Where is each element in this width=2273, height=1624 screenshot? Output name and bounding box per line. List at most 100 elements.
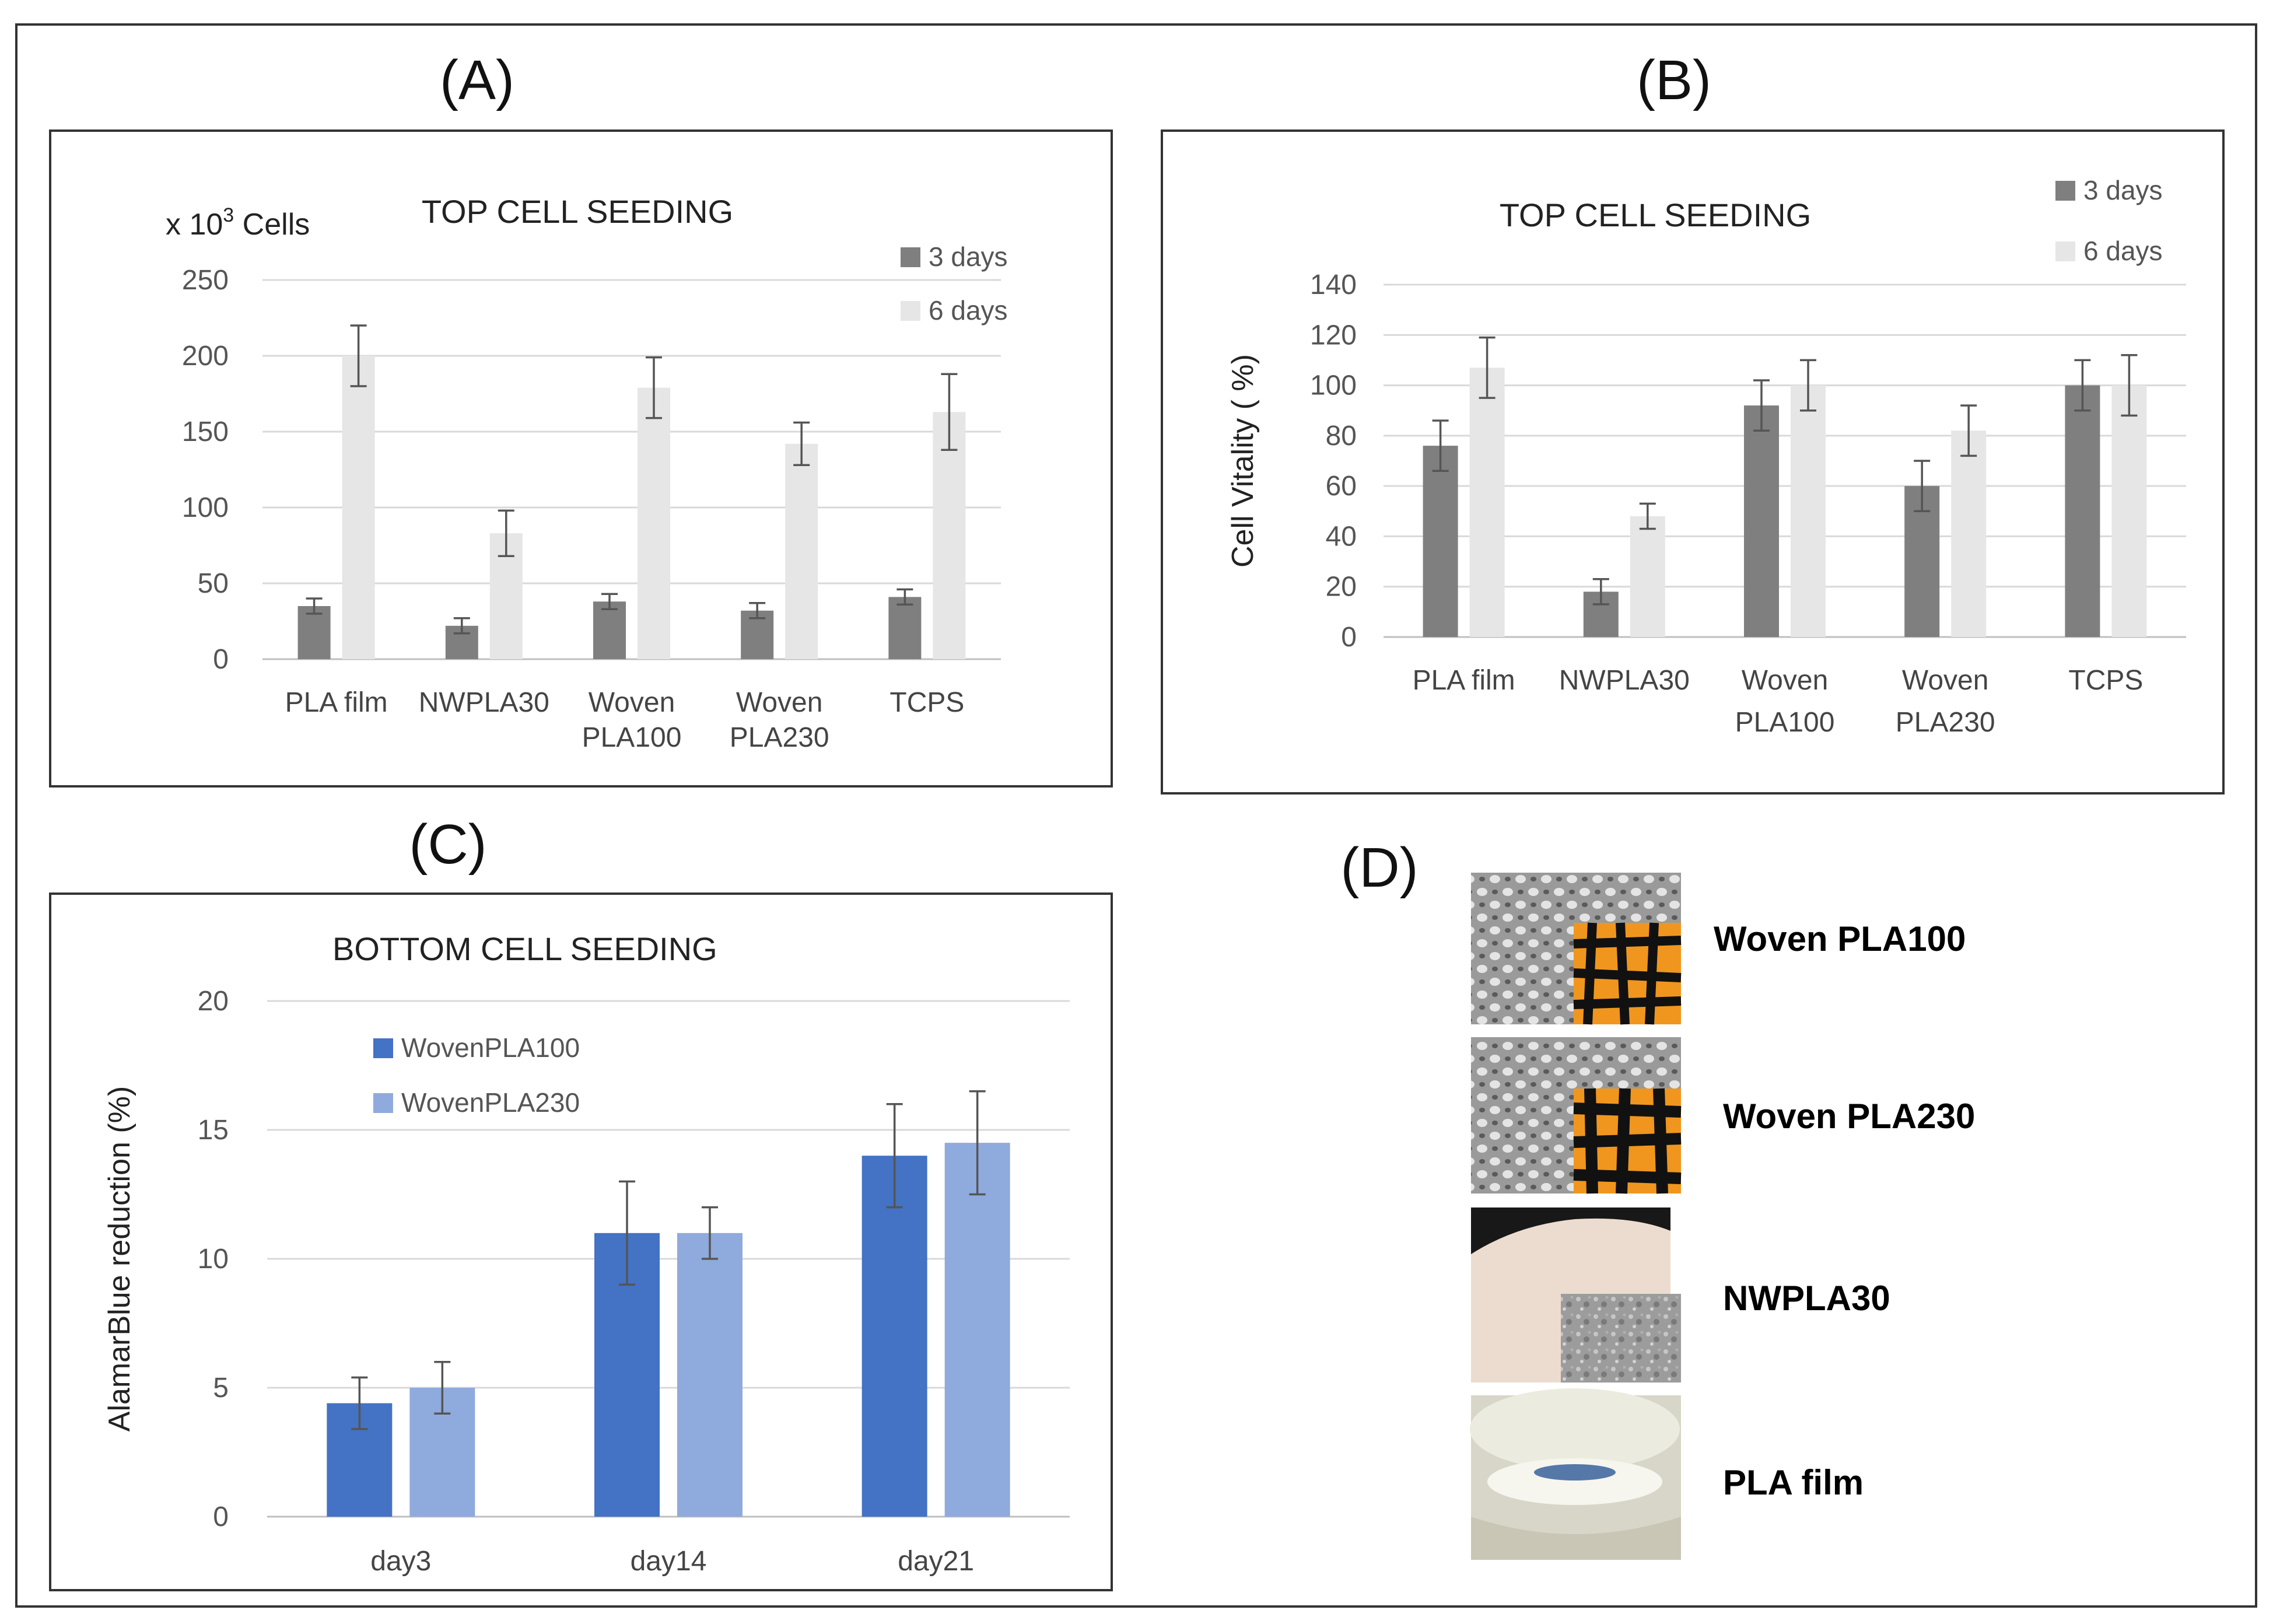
legend-swatch xyxy=(2055,181,2075,201)
error-bar xyxy=(646,356,662,419)
y-tick-label: 100 xyxy=(182,492,229,523)
y-tick-label: 250 xyxy=(182,265,229,296)
film-dish-photo xyxy=(1470,1388,1681,1560)
error-bar xyxy=(969,1090,986,1196)
chart-title: TOP CELL SEEDING xyxy=(1500,197,1811,233)
legend-swatch xyxy=(2055,242,2075,261)
photo-label-woven-pla100: Woven PLA100 xyxy=(1714,919,1966,958)
photo-label-pla-film: PLA film xyxy=(1723,1463,1864,1502)
bar-b-2-4 xyxy=(1951,430,1987,637)
error-bar xyxy=(1639,502,1656,530)
bar-a-2-4 xyxy=(785,443,818,659)
legend-label: WovenPLA100 xyxy=(401,1032,580,1063)
y-tick-label: 120 xyxy=(1310,320,1357,351)
y-tick-label: 40 xyxy=(1326,521,1357,552)
y-axis-label: x 103 Cells xyxy=(166,204,310,242)
legend-label: 3 days xyxy=(929,242,1008,272)
legend-swatch xyxy=(373,1038,393,1058)
bar-c-2-2 xyxy=(677,1233,743,1517)
error-bar xyxy=(1914,460,1931,513)
x-tick-label: NWPLA30 xyxy=(419,687,549,718)
y-axis-label: Cell Vitality ( %) xyxy=(1226,354,1260,568)
error-bar xyxy=(1960,404,1977,457)
y-tick-label: 60 xyxy=(1326,471,1357,502)
error-bar xyxy=(1479,336,1496,399)
chart-title: TOP CELL SEEDING xyxy=(422,193,733,230)
legend-swatch xyxy=(373,1093,393,1113)
x-tick-label: Woven xyxy=(589,687,675,718)
error-bar xyxy=(453,617,470,635)
error-bar xyxy=(941,373,958,451)
error-bar xyxy=(1753,379,1770,432)
x-tick-label: NWPLA30 xyxy=(1559,665,1690,696)
error-bar xyxy=(434,1361,451,1415)
error-bar xyxy=(2074,359,2091,412)
y-axis-label: AlamarBlue reduction (%) xyxy=(103,1086,136,1432)
x-tick-label: PLA230 xyxy=(730,722,829,753)
panel-label-d: (D) xyxy=(1340,836,1418,899)
nonwoven-fabric-photo xyxy=(1471,1208,1681,1382)
bar-b-1-5 xyxy=(2065,385,2100,637)
error-bar xyxy=(1432,419,1449,473)
error-bar xyxy=(749,602,766,620)
y-tick-label: 0 xyxy=(213,1502,229,1532)
chart-b-frame xyxy=(1161,130,2225,794)
bar-c-1-3 xyxy=(861,1156,927,1517)
bar-a-2-5 xyxy=(933,412,966,659)
bar-b-2-5 xyxy=(2111,385,2147,637)
error-bar xyxy=(350,324,367,387)
error-bar xyxy=(306,597,323,615)
photo-label-woven-pla230: Woven PLA230 xyxy=(1723,1097,1975,1136)
legend-label: 6 days xyxy=(2083,236,2163,266)
y-tick-label: 0 xyxy=(213,644,229,675)
x-tick-label: PLA film xyxy=(285,687,388,718)
bar-a-1-1 xyxy=(297,606,331,659)
bar-a-2-3 xyxy=(638,387,670,659)
legend-label: WovenPLA230 xyxy=(401,1087,580,1118)
bar-b-2-1 xyxy=(1469,368,1505,637)
x-tick-label: PLA film xyxy=(1413,665,1515,696)
woven-fabric-photo xyxy=(1471,1037,1682,1194)
x-tick-label: day14 xyxy=(631,1546,707,1577)
bar-a-1-5 xyxy=(888,597,922,659)
bar-c-2-3 xyxy=(944,1143,1010,1517)
legend-swatch xyxy=(901,301,920,321)
photo-label-nwpla30: NWPLA30 xyxy=(1723,1279,1890,1318)
chart-b: 0 20 40 60 80 100 120 140 TOP CELL SEEDING Cell V… xyxy=(1226,175,2186,738)
error-bar xyxy=(896,588,913,606)
error-bar xyxy=(601,593,618,610)
chart-a-frame xyxy=(49,130,1113,788)
chart-title: BOTTOM CELL SEEDING xyxy=(332,930,717,967)
bar-b-1-1 xyxy=(1423,446,1458,637)
bar-b-1-3 xyxy=(1744,405,1779,637)
y-tick-label: 5 xyxy=(213,1373,229,1404)
y-tick-label: 0 xyxy=(1341,622,1357,653)
chart-a: 0 50 100 150 200 250 TOP CELL SEEDING x 103 Cel… xyxy=(166,193,1008,753)
x-tick-label: day3 xyxy=(370,1546,431,1577)
x-tick-label: day21 xyxy=(898,1546,974,1577)
error-bar xyxy=(619,1180,635,1286)
y-tick-label: 20 xyxy=(198,986,229,1017)
x-tick-label: Woven xyxy=(736,687,823,718)
legend-swatch xyxy=(901,247,920,267)
bar-a-2-1 xyxy=(342,356,375,659)
panel-label-c: (C) xyxy=(409,813,486,876)
y-tick-label: 80 xyxy=(1326,421,1357,452)
x-tick-label: TCPS xyxy=(889,687,964,718)
y-tick-label: 200 xyxy=(182,341,229,372)
x-tick-label: Woven xyxy=(1902,665,1989,696)
x-tick-label: PLA100 xyxy=(1735,707,1835,738)
x-tick-label: Woven xyxy=(1742,665,1829,696)
legend-label: 6 days xyxy=(929,295,1008,326)
error-bar xyxy=(498,509,514,557)
woven-fabric-photo xyxy=(1471,873,1682,1025)
x-tick-label: PLA230 xyxy=(1896,707,1995,738)
bar-b-2-3 xyxy=(1791,385,1826,637)
panel-label-b: (B) xyxy=(1637,49,1711,111)
y-tick-label: 100 xyxy=(1310,370,1357,401)
panel-d: Woven PLA100 Woven PLA230 NWPLA30 xyxy=(1470,873,1975,1560)
y-tick-label: 15 xyxy=(198,1115,229,1146)
error-bar xyxy=(886,1103,903,1209)
y-tick-label: 50 xyxy=(198,568,229,599)
